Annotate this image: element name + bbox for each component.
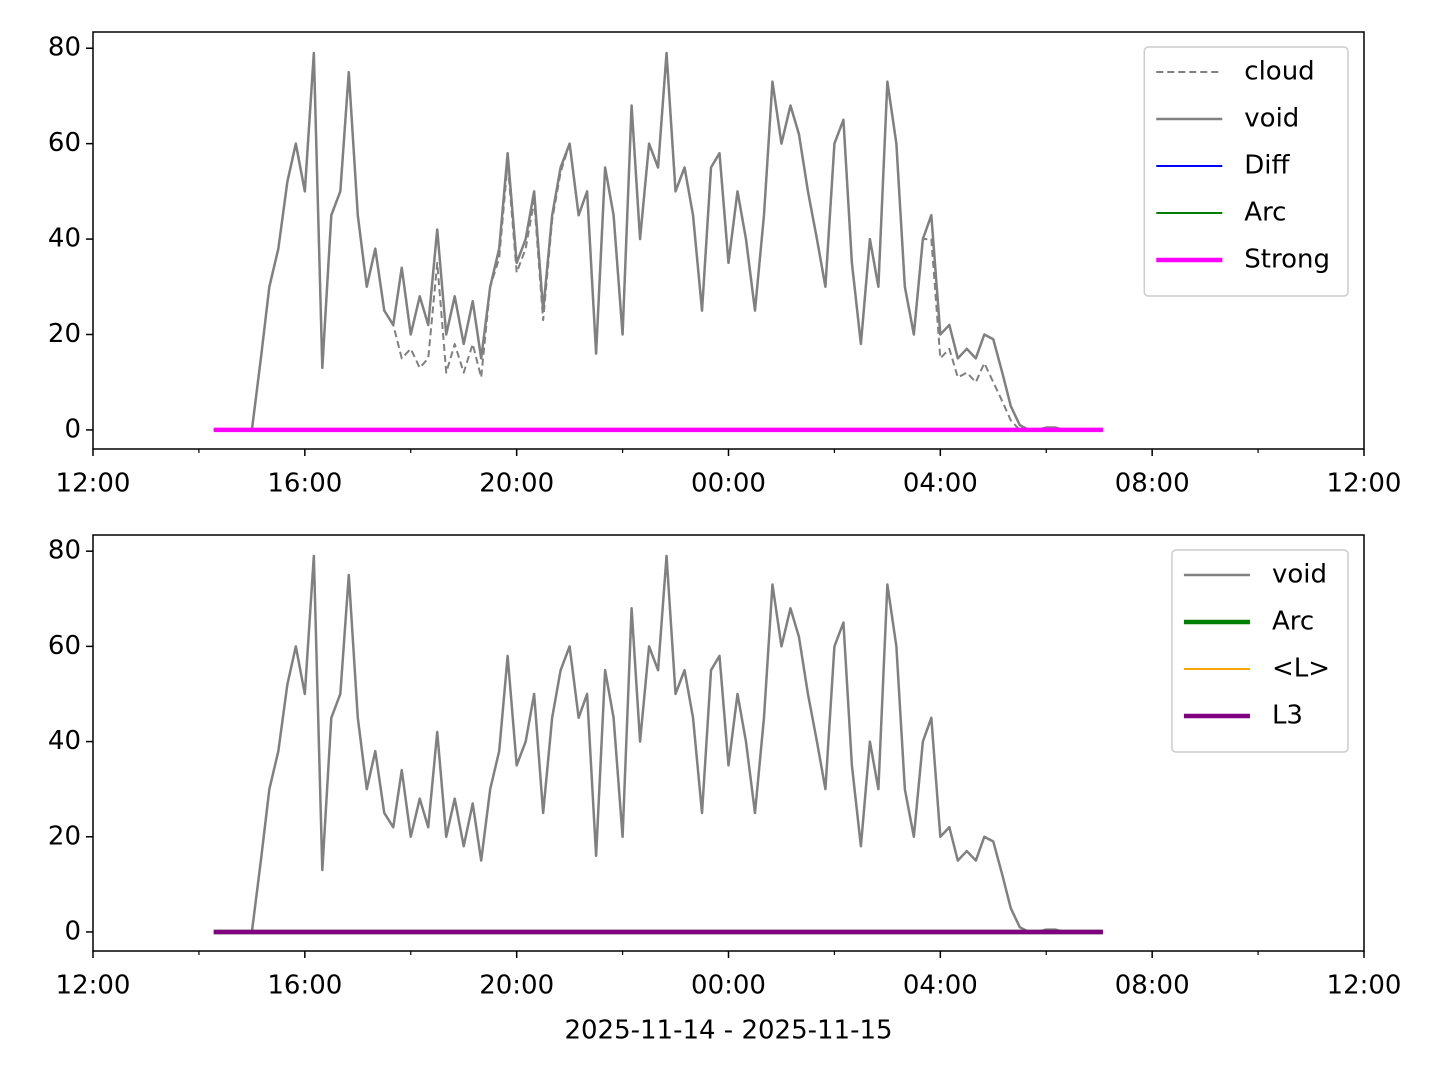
series-line [250, 51, 1065, 431]
legend-box [1143, 46, 1349, 297]
legend-label: L3 [1272, 701, 1303, 731]
x-tick-label: 16:00 [267, 469, 342, 499]
x-tick-label: 04:00 [903, 971, 978, 1001]
x-tick-label: 08:00 [1115, 971, 1190, 1001]
x-tick-label: 12:00 [1327, 971, 1402, 1001]
legend-label: Strong [1244, 245, 1330, 275]
x-tick-label: 00:00 [691, 469, 766, 499]
axes-frame [92, 534, 1365, 952]
legend: cloud void Diff Arc Strong [1143, 46, 1349, 297]
series-line [250, 51, 1065, 432]
legend-label: void [1244, 104, 1299, 134]
legend-label: void [1272, 560, 1327, 590]
y-tick-label: 40 [48, 224, 81, 254]
axes: 0 20 40 60 80 12:00 16:00 20:00 00:00 04:00 08:00 1… [48, 31, 1402, 499]
x-tick-label: 12:00 [56, 469, 131, 499]
legend-label: cloud [1244, 57, 1314, 87]
legend-label: Arc [1272, 607, 1314, 637]
y-tick-label: 60 [48, 128, 81, 158]
legend-label: Diff [1244, 151, 1290, 181]
x-axis-label: 2025-11-14 - 2025-11-15 [564, 1016, 892, 1046]
y-tick-label: 40 [48, 726, 81, 756]
legend-label: <L> [1272, 654, 1330, 684]
axes-frame [92, 31, 1365, 450]
x-tick-label: 12:00 [1327, 469, 1402, 499]
x-tick-label: 08:00 [1115, 469, 1190, 499]
y-tick-label: 80 [48, 33, 81, 63]
y-tick-label: 80 [48, 536, 81, 566]
y-tick-label: 60 [48, 631, 81, 661]
y-tick-label: 0 [64, 414, 81, 444]
legend-box [1171, 549, 1349, 753]
series-line [250, 554, 1065, 934]
y-tick-label: 0 [64, 916, 81, 946]
legend: void Arc <L> L3 [1171, 549, 1349, 753]
axes: 0 20 40 60 80 12:00 16:00 20:00 00:00 04:00 08:00 1… [48, 534, 1402, 1046]
legend-label: Arc [1244, 198, 1286, 228]
x-tick-label: 16:00 [267, 971, 342, 1001]
x-tick-label: 00:00 [691, 971, 766, 1001]
x-tick-label: 20:00 [479, 469, 554, 499]
y-tick-label: 20 [48, 319, 81, 349]
x-tick-label: 20:00 [479, 971, 554, 1001]
y-tick-label: 20 [48, 821, 81, 851]
x-tick-label: 12:00 [56, 971, 131, 1001]
x-tick-label: 04:00 [903, 469, 978, 499]
